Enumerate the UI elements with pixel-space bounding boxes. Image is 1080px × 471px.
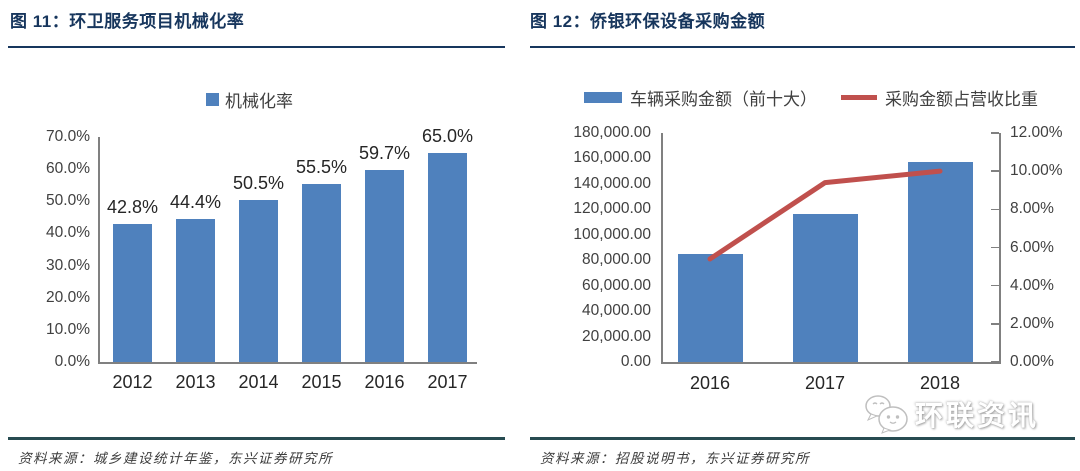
figure-11-source: 资料来源：城乡建设统计年鉴，东兴证券研究所: [18, 451, 333, 466]
y-axis-tick-label: 40.0%: [46, 224, 90, 242]
right-y-axis-line: [999, 133, 1001, 362]
revenue-ratio-line: [707, 168, 943, 262]
legend-mechanization-rate: 机械化率: [206, 87, 293, 112]
left-y-axis-tick-label: 100,000.00: [573, 225, 651, 243]
legend-label: 机械化率: [225, 92, 293, 111]
left-y-axis-tick-label: 40,000.00: [582, 302, 651, 320]
left-y-axis-tick-label: 20,000.00: [582, 327, 651, 345]
right-y-axis-tick-label: 6.00%: [1010, 238, 1054, 256]
x-axis-category-label: 2012: [112, 372, 153, 392]
y-axis-tick-label: 0.0%: [54, 353, 90, 370]
bar: [677, 253, 743, 362]
left-y-axis-line: [661, 133, 663, 362]
legend-procurement: 车辆采购金额（前十大） 采购金额占营收比重: [584, 85, 1038, 110]
watermark-text: 环联资讯: [915, 400, 1040, 431]
x-axis-category-label: 2015: [301, 372, 342, 392]
legend-line-swatch-icon: [841, 95, 877, 100]
bar: [428, 153, 467, 362]
chat-bubbles-icon: [865, 395, 908, 434]
legend-bar-swatch-icon: [584, 92, 622, 103]
right-y-axis-tick-label: 2.00%: [1010, 314, 1054, 332]
y-axis-line: [98, 137, 100, 362]
x-axis-category-label: 2013: [175, 372, 216, 392]
line-series-path: [707, 168, 943, 262]
left-y-axis-tick-label: 60,000.00: [582, 276, 651, 294]
figure-11-title: 图 11：环卫服务项目机械化率: [10, 12, 245, 31]
left-y-axis-tick-label: 0.00: [620, 353, 651, 370]
bar: [113, 224, 152, 362]
bar-value-label: 42.8%: [106, 197, 159, 218]
right-y-axis-tick-label: 8.00%: [1010, 200, 1054, 218]
bar: [907, 162, 973, 362]
x-axis-category-label: 2017: [804, 373, 846, 393]
right-y-axis-tick-label: 0.00%: [1010, 353, 1054, 370]
right-y-axis-tick-mark: [991, 132, 999, 134]
bar: [176, 219, 215, 362]
source-divider-left: [8, 437, 505, 440]
legend-label-line-series: 采购金额占营收比重: [885, 90, 1038, 109]
bar-value-label: 59.7%: [358, 143, 411, 164]
source-divider-right: [530, 437, 1075, 440]
x-axis-category-label: 2016: [364, 372, 405, 392]
x-axis-line: [661, 362, 1001, 364]
figure-12-title: 图 12：侨银环保设备采购金额: [530, 12, 766, 31]
legend-label-bar-series: 车辆采购金额（前十大）: [630, 90, 817, 109]
right-y-axis-tick-mark: [991, 170, 999, 172]
title-divider-right: [530, 46, 1075, 48]
left-y-axis-tick-label: 140,000.00: [573, 174, 651, 192]
watermark: 环联资讯: [864, 394, 1039, 434]
figure-12-source: 资料来源：招股说明书，东兴证券研究所: [540, 451, 810, 466]
left-y-axis-tick-label: 120,000.00: [573, 200, 651, 218]
bar: [302, 183, 341, 362]
bar: [365, 170, 404, 362]
x-axis-category-label: 2017: [427, 372, 468, 392]
x-axis-line: [98, 362, 477, 364]
x-axis-category-label: 2014: [238, 372, 279, 392]
y-axis-tick-label: 10.0%: [46, 320, 90, 338]
left-y-axis-tick-label: 160,000.00: [573, 149, 651, 167]
y-axis-tick-label: 70.0%: [46, 128, 90, 145]
x-axis-category-label: 2016: [689, 373, 731, 393]
bar-value-label: 55.5%: [295, 156, 348, 177]
left-y-axis-tick-label: 80,000.00: [582, 251, 651, 269]
title-divider-left: [8, 46, 505, 48]
right-y-axis-tick-mark: [991, 323, 999, 325]
bar-value-label: 44.4%: [169, 192, 222, 213]
y-axis-tick-label: 50.0%: [46, 192, 90, 210]
right-y-axis-tick-label: 4.00%: [1010, 276, 1054, 294]
y-axis-tick-label: 20.0%: [46, 288, 90, 306]
bar-value-label: 65.0%: [421, 126, 474, 147]
legend-bar-swatch-icon: [206, 93, 219, 106]
right-y-axis-tick-mark: [991, 284, 999, 287]
y-axis-tick-label: 30.0%: [46, 256, 90, 274]
right-y-axis-tick-label: 10.00%: [1010, 162, 1063, 180]
right-y-axis-tick-label: 12.00%: [1010, 124, 1063, 141]
right-y-axis-tick-mark: [991, 246, 999, 249]
x-axis-category-label: 2018: [919, 373, 961, 393]
right-y-axis-tick-mark: [991, 208, 999, 211]
bar: [792, 214, 858, 362]
bar-value-label: 50.5%: [232, 172, 285, 193]
y-axis-tick-label: 60.0%: [46, 160, 90, 178]
bar: [239, 199, 278, 362]
left-y-axis-tick-label: 180,000.00: [573, 124, 651, 141]
